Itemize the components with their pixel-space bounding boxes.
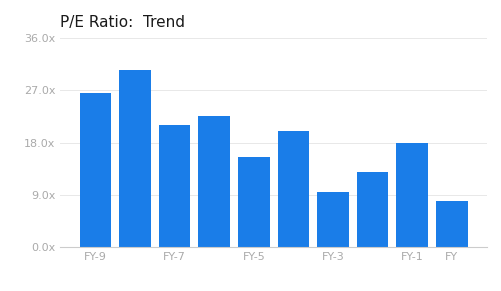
Bar <box>237 157 269 247</box>
Bar <box>119 70 151 247</box>
Bar <box>317 192 348 247</box>
Bar <box>356 172 388 247</box>
Bar <box>277 131 309 247</box>
Bar <box>80 93 111 247</box>
Bar <box>435 201 466 247</box>
Bar <box>158 125 190 247</box>
Text: P/E Ratio:  Trend: P/E Ratio: Trend <box>60 15 185 30</box>
Bar <box>395 143 427 247</box>
Bar <box>198 116 229 247</box>
